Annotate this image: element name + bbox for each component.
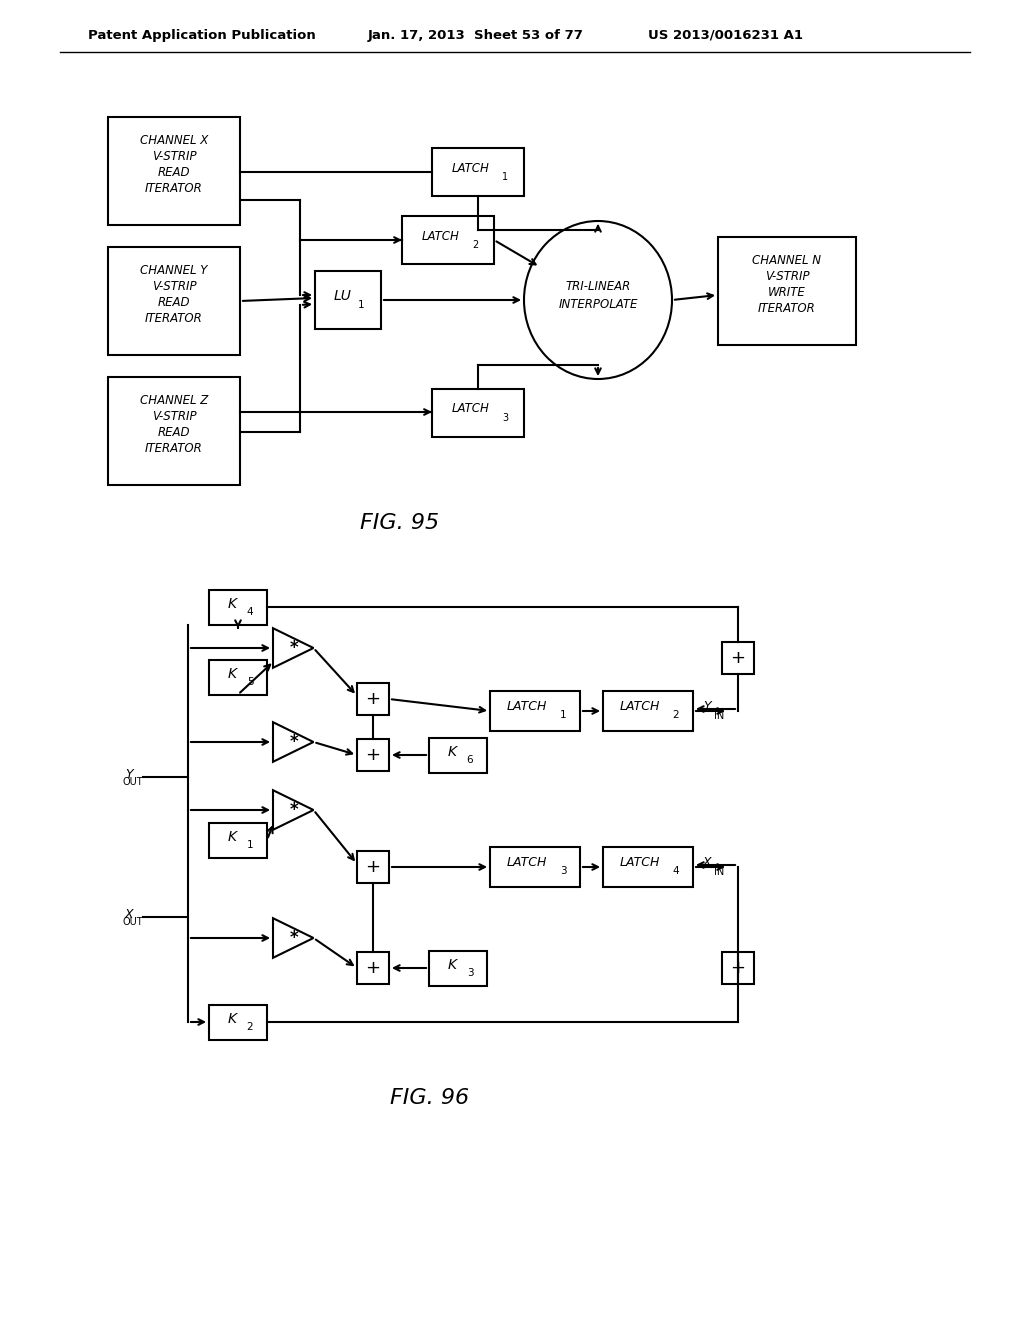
Text: K: K [227,667,237,681]
FancyBboxPatch shape [315,271,381,329]
Text: +: + [366,960,381,977]
Text: CHANNEL Z: CHANNEL Z [140,393,208,407]
Text: LATCH: LATCH [620,857,660,870]
Text: OUT: OUT [123,777,143,787]
FancyBboxPatch shape [722,642,754,675]
FancyBboxPatch shape [603,847,693,887]
Text: +: + [730,649,745,667]
Text: K: K [447,744,457,759]
Text: READ: READ [158,296,190,309]
Text: K: K [227,1012,237,1026]
Text: 3: 3 [502,413,508,422]
Text: 1: 1 [560,710,566,719]
Text: FIG. 95: FIG. 95 [360,513,439,533]
Text: V-STRIP: V-STRIP [152,150,197,164]
Text: US 2013/0016231 A1: US 2013/0016231 A1 [648,29,803,41]
Text: 2: 2 [673,710,679,719]
Text: IN: IN [714,711,724,721]
Text: V-STRIP: V-STRIP [152,281,197,293]
Text: WRITE: WRITE [768,285,806,298]
Text: LU: LU [334,289,352,304]
Text: *: * [290,733,298,751]
Text: +: + [730,960,745,977]
Text: LATCH: LATCH [507,701,547,714]
Text: 2: 2 [247,1022,253,1032]
Text: 3: 3 [560,866,566,876]
Text: FIG. 96: FIG. 96 [390,1088,470,1107]
Text: OUT: OUT [123,917,143,927]
FancyBboxPatch shape [108,117,240,224]
FancyBboxPatch shape [603,690,693,731]
Text: +: + [366,690,381,708]
Text: LATCH: LATCH [620,701,660,714]
FancyBboxPatch shape [357,739,389,771]
Text: CHANNEL X: CHANNEL X [140,133,208,147]
Text: *: * [290,801,298,818]
FancyBboxPatch shape [357,682,389,715]
FancyBboxPatch shape [429,738,487,772]
Text: LATCH: LATCH [507,857,547,870]
FancyBboxPatch shape [432,389,524,437]
Text: LATCH: LATCH [452,161,489,174]
Text: +: + [366,858,381,876]
Text: ITERATOR: ITERATOR [758,302,816,315]
FancyBboxPatch shape [209,1005,267,1040]
Text: V-STRIP: V-STRIP [765,271,809,284]
FancyBboxPatch shape [432,148,524,195]
Text: K: K [227,597,237,611]
Text: Jan. 17, 2013  Sheet 53 of 77: Jan. 17, 2013 Sheet 53 of 77 [368,29,584,41]
Text: TRI-LINEAR: TRI-LINEAR [565,280,631,293]
Text: V-STRIP: V-STRIP [152,411,197,424]
Text: 6: 6 [467,755,473,766]
FancyBboxPatch shape [357,952,389,983]
Text: X: X [124,908,133,920]
Text: CHANNEL N: CHANNEL N [753,253,821,267]
FancyBboxPatch shape [357,851,389,883]
Text: *: * [290,639,298,657]
Text: ITERATOR: ITERATOR [145,313,203,326]
Text: LATCH: LATCH [422,230,460,243]
Text: *: * [290,929,298,946]
Text: ITERATOR: ITERATOR [145,182,203,195]
FancyBboxPatch shape [490,847,580,887]
Text: ITERATOR: ITERATOR [145,442,203,455]
Text: 4: 4 [673,866,679,876]
FancyBboxPatch shape [209,822,267,858]
Text: 1: 1 [502,172,508,182]
FancyBboxPatch shape [490,690,580,731]
Text: Patent Application Publication: Patent Application Publication [88,29,315,41]
FancyBboxPatch shape [718,238,856,345]
Text: K: K [447,958,457,972]
FancyBboxPatch shape [209,590,267,624]
Text: 5: 5 [247,677,253,686]
FancyBboxPatch shape [108,247,240,355]
Text: LATCH: LATCH [452,403,489,416]
Text: IN: IN [714,867,724,876]
Text: 2: 2 [472,240,478,249]
Text: READ: READ [158,165,190,178]
FancyBboxPatch shape [209,660,267,694]
Text: READ: READ [158,425,190,438]
Text: 1: 1 [357,300,365,310]
Text: Y: Y [703,701,711,714]
FancyBboxPatch shape [722,952,754,983]
Text: 1: 1 [247,840,253,850]
Text: K: K [227,830,237,843]
Text: 3: 3 [467,968,473,978]
Text: INTERPOLATE: INTERPOLATE [558,298,638,312]
FancyBboxPatch shape [429,950,487,986]
Text: X: X [703,857,712,870]
FancyBboxPatch shape [108,378,240,484]
Text: CHANNEL Y: CHANNEL Y [140,264,208,276]
Text: Y: Y [125,767,133,780]
Text: +: + [366,746,381,764]
Text: 4: 4 [247,607,253,616]
FancyBboxPatch shape [402,216,494,264]
